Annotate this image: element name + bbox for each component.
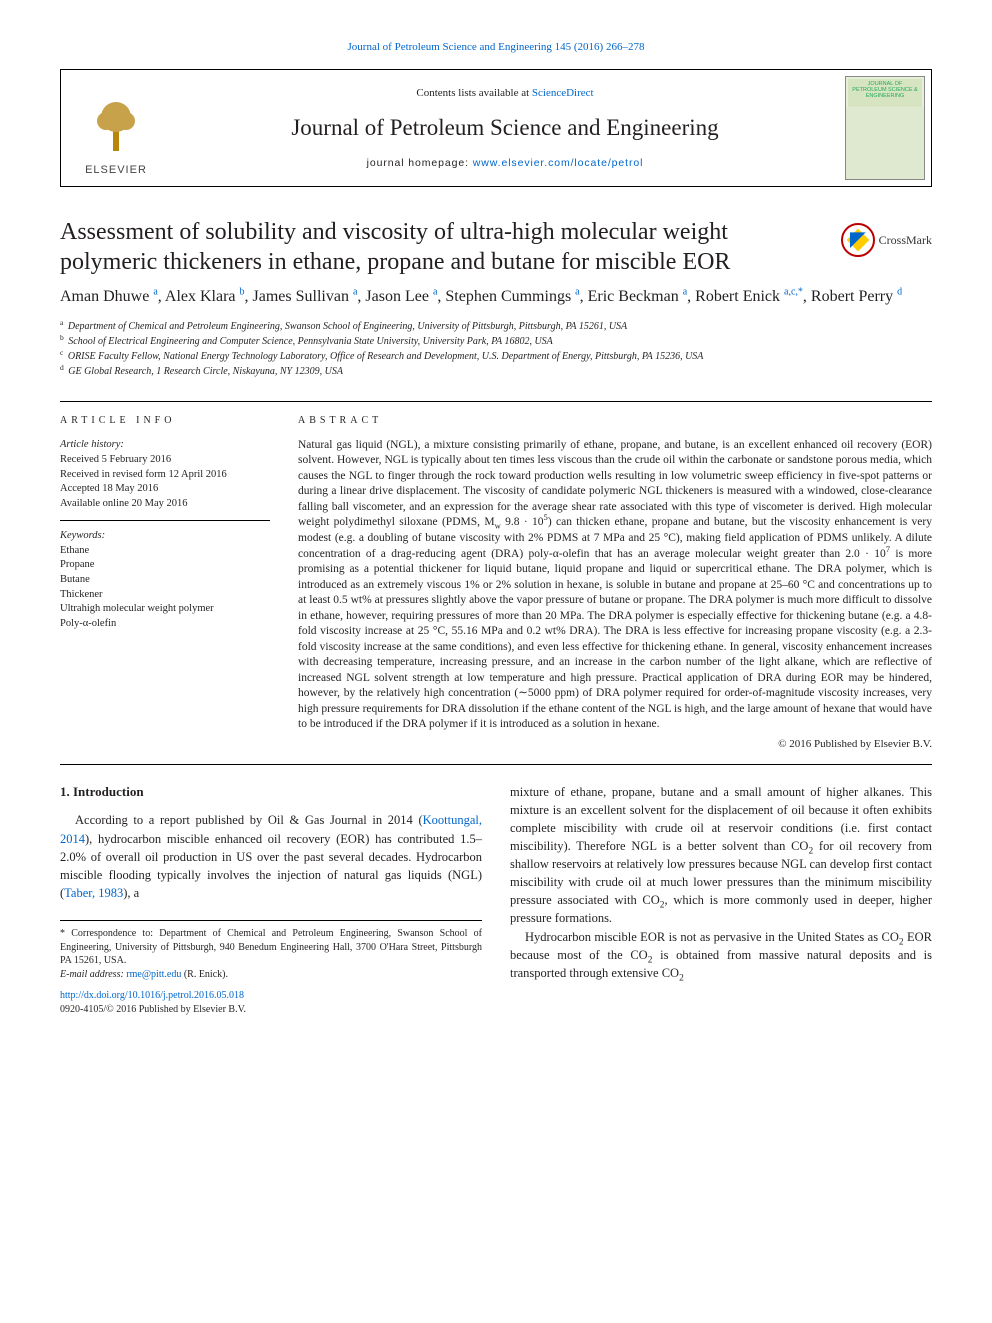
affiliation: a Department of Chemical and Petroleum E… (60, 319, 932, 334)
homepage-link[interactable]: www.elsevier.com/locate/petrol (473, 157, 644, 169)
history-item: Received in revised form 12 April 2016 (60, 468, 270, 483)
keyword: Propane (60, 558, 270, 573)
history-item: Accepted 18 May 2016 (60, 482, 270, 497)
section-heading: 1. Introduction (60, 783, 482, 802)
crossmark-icon (841, 223, 875, 257)
abstract-column: ABSTRACT Natural gas liquid (NGL), a mix… (298, 414, 932, 751)
contents-line: Contents lists available at ScienceDirec… (179, 86, 831, 101)
affiliation: d GE Global Research, 1 Research Circle,… (60, 364, 932, 379)
abstract-copyright: © 2016 Published by Elsevier B.V. (298, 737, 932, 752)
journal-cover-thumbnail: JOURNAL OF PETROLEUM SCIENCE & ENGINEERI… (845, 76, 925, 180)
email-paren: (R. Enick). (184, 969, 228, 980)
issn-copyright: 0920-4105/© 2016 Published by Elsevier B… (60, 1003, 482, 1017)
homepage-prefix: journal homepage: (367, 157, 473, 169)
doi-link[interactable]: http://dx.doi.org/10.1016/j.petrol.2016.… (60, 990, 244, 1001)
citation-link[interactable]: Taber, 1983 (64, 886, 123, 900)
affiliations-block: a Department of Chemical and Petroleum E… (60, 319, 932, 379)
keyword: Poly-α-olefin (60, 617, 270, 632)
journal-name: Journal of Petroleum Science and Enginee… (179, 112, 831, 144)
elsevier-wordmark: ELSEVIER (85, 163, 147, 178)
crossmark-label: CrossMark (879, 232, 932, 249)
contents-prefix: Contents lists available at (416, 87, 531, 99)
keyword: Thickener (60, 588, 270, 603)
article-info-heading: ARTICLE INFO (60, 414, 270, 428)
keyword: Ethane (60, 544, 270, 559)
history-label: Article history: (60, 438, 270, 453)
cover-thumb-title: JOURNAL OF PETROLEUM SCIENCE & ENGINEERI… (850, 81, 920, 99)
keywords-label: Keywords: (60, 529, 270, 544)
footnotes-block: * Correspondence to: Department of Chemi… (60, 920, 482, 1016)
keyword: Butane (60, 573, 270, 588)
sciencedirect-link[interactable]: ScienceDirect (532, 87, 594, 99)
email-footnote: E-mail address: rme@pitt.edu (R. Enick). (60, 968, 482, 982)
affiliation: b School of Electrical Engineering and C… (60, 334, 932, 349)
email-label: E-mail address: (60, 969, 124, 980)
article-title: Assessment of solubility and viscosity o… (60, 217, 829, 277)
article-info-column: ARTICLE INFO Article history: Received 5… (60, 414, 270, 751)
homepage-line: journal homepage: www.elsevier.com/locat… (179, 156, 831, 171)
abstract-body: Natural gas liquid (NGL), a mixture cons… (298, 438, 932, 733)
body-paragraph: Hydrocarbon miscible EOR is not as perva… (510, 928, 932, 982)
journal-header: ELSEVIER Contents lists available at Sci… (60, 69, 932, 187)
running-head: Journal of Petroleum Science and Enginee… (60, 40, 932, 55)
authors-line: Aman Dhuwe a, Alex Klara b, James Sulliv… (60, 285, 932, 309)
history-item: Received 5 February 2016 (60, 453, 270, 468)
body-paragraph: According to a report published by Oil &… (60, 811, 482, 902)
doi-block: http://dx.doi.org/10.1016/j.petrol.2016.… (60, 989, 482, 1016)
elsevier-tree-icon (86, 97, 146, 157)
running-head-link[interactable]: Journal of Petroleum Science and Enginee… (348, 41, 645, 53)
citation-link[interactable]: Koottungal, 2014 (60, 813, 482, 845)
corresponding-footnote: * Correspondence to: Department of Chemi… (60, 927, 482, 968)
history-item: Available online 20 May 2016 (60, 497, 270, 512)
publisher-logo-block: ELSEVIER (61, 70, 171, 186)
body-paragraph: mixture of ethane, propane, butane and a… (510, 783, 932, 928)
affiliation: c ORISE Faculty Fellow, National Energy … (60, 349, 932, 364)
keyword: Ultrahigh molecular weight polymer (60, 602, 270, 617)
corresponding-email-link[interactable]: rme@pitt.edu (126, 969, 181, 980)
body-columns: 1. Introduction According to a report pu… (60, 783, 932, 1016)
crossmark-badge[interactable]: CrossMark (841, 223, 932, 257)
abstract-heading: ABSTRACT (298, 414, 932, 428)
